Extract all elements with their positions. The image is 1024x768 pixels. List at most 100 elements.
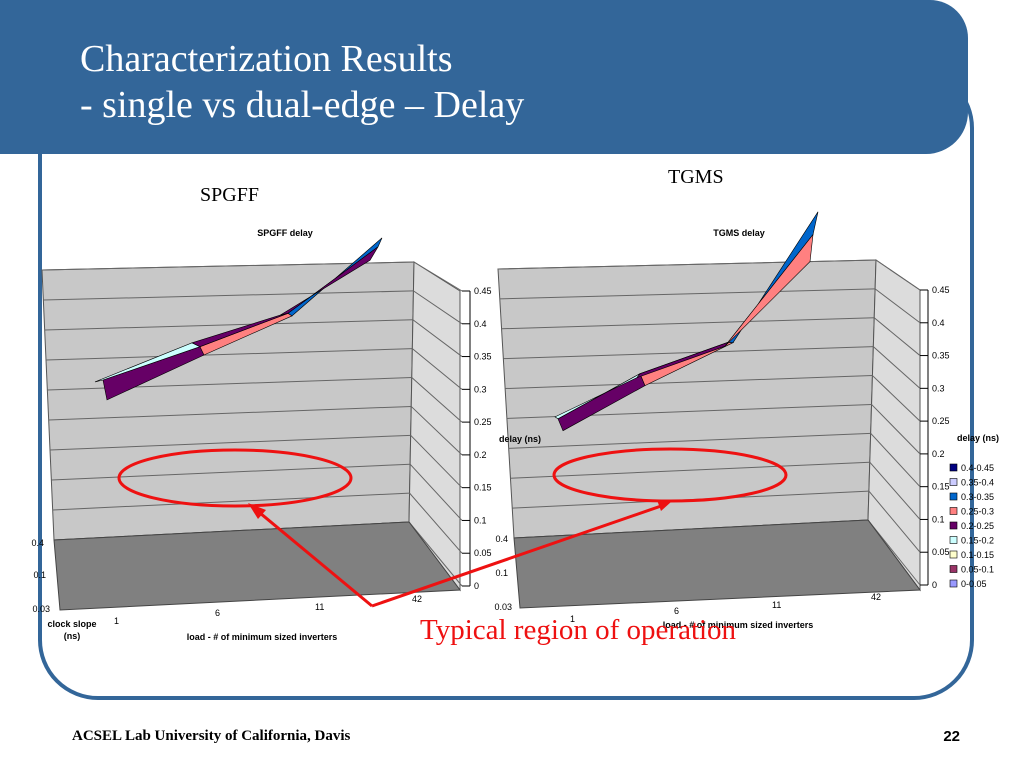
legend-item-label: 0.4-0.45 [961, 463, 994, 473]
surface-cell [724, 233, 814, 347]
callout-arrowhead-right [657, 500, 671, 511]
z-tick-label: 0.25 [932, 416, 950, 426]
title-banner [0, 0, 968, 154]
z-tick-label: 0.4 [932, 318, 945, 328]
z-gridline-side [412, 319, 463, 357]
legend-item-label: 0.3-0.35 [961, 492, 994, 502]
legend-item-label: 0.2-0.25 [961, 521, 994, 531]
tgms-chart-label: TGMS [668, 166, 724, 188]
z-gridline-side [872, 375, 921, 422]
legend-title: delay (ns) [957, 433, 999, 443]
legend-swatch [949, 579, 958, 588]
z-tick-label: 0.05 [474, 548, 492, 558]
x-tick-label: 42 [412, 594, 422, 604]
callout-arrow-left [253, 506, 373, 608]
callout-arrow-right [371, 503, 665, 608]
z-tick-label: 0.15 [474, 483, 492, 493]
slide-title-line2: - single vs dual-edge – Delay [80, 84, 525, 126]
z-tick-label: 0.05 [932, 547, 950, 557]
z-gridline [41, 261, 415, 271]
z-gridline-side [410, 434, 463, 489]
chart-title: TGMS delay [713, 228, 765, 238]
z-gridline-side [413, 261, 463, 292]
z-gridline-side [873, 346, 921, 389]
legend-swatch [949, 507, 958, 515]
legend-swatch [949, 521, 958, 530]
z-gridline [510, 461, 870, 479]
legend-swatch [949, 536, 958, 544]
z-gridline [505, 375, 873, 390]
z-tick-label: 0.15 [932, 482, 950, 492]
y-tick-label: 0.1 [495, 568, 508, 578]
z-gridline-side [413, 290, 463, 325]
chart-title: SPGFF delay [257, 228, 313, 238]
y-tick-label: 0.4 [31, 538, 44, 548]
x-axis-title: load - # of minimum sized inverters [187, 632, 338, 642]
z-gridline-side [874, 288, 921, 324]
chart-back-wall [41, 261, 415, 541]
z-gridline-side [409, 463, 463, 521]
z-gridline [43, 290, 414, 301]
z-gridline [499, 288, 876, 300]
z-gridline [497, 259, 877, 270]
z-gridline [48, 405, 412, 421]
z-gridline [45, 348, 413, 361]
legend-swatch [949, 550, 958, 559]
x-axis-title: load - # of minimum sized inverters [663, 620, 814, 630]
x-tick-label: 11 [772, 600, 781, 610]
surface-cell [279, 246, 379, 316]
z-tick-label: 0.45 [932, 285, 950, 295]
z-gridline [503, 346, 874, 360]
legend-item-label: 0.35-0.4 [961, 478, 994, 488]
slide-title-line1: Characterization Results [80, 38, 453, 80]
y-axis-title: (ns) [64, 631, 81, 641]
page-number: 22 [943, 728, 960, 745]
z-tick-label: 0.45 [474, 286, 492, 296]
legend-item-label: 0.1-0.15 [961, 550, 994, 560]
legend-swatch [949, 478, 958, 486]
z-gridline-side [871, 404, 921, 455]
chart-floor [53, 521, 461, 611]
z-tick-label: 0.1 [932, 514, 945, 524]
z-gridline [501, 317, 875, 330]
legend-item-label: 0.05-0.1 [961, 565, 994, 575]
legend-item-label: 0.25-0.3 [961, 507, 994, 517]
z-gridline-side [410, 406, 463, 456]
y-tick-label: 0.03 [494, 602, 512, 612]
x-tick-label: 1 [114, 616, 119, 626]
z-gridline-side [408, 521, 463, 587]
z-gridline-side [409, 492, 463, 554]
z-tick-label: 0.4 [474, 319, 487, 329]
y-tick-label: 0.1 [33, 570, 46, 580]
x-tick-label: 11 [315, 602, 324, 612]
y-tick-label: 0.4 [495, 534, 508, 544]
z-tick-label: 0.35 [474, 352, 492, 362]
region-ellipse-left [117, 448, 353, 508]
legend-swatch [949, 492, 958, 501]
legend-item-label: 0.15-0.2 [961, 536, 994, 546]
legend-swatch [949, 463, 958, 472]
legend-item-label: 0-0.05 [961, 579, 987, 589]
z-gridline [44, 319, 413, 331]
z-gridline-side [870, 432, 921, 488]
z-gridline [51, 463, 411, 481]
chart-floor [513, 519, 921, 609]
y-axis-title: clock slope [47, 619, 96, 629]
callout-arrowhead-left [248, 503, 266, 519]
z-tick-label: 0 [932, 580, 937, 590]
slide-title: Characterization Results - single vs dua… [80, 36, 524, 128]
z-tick-label: 0.1 [474, 515, 487, 525]
z-gridline [49, 434, 411, 451]
z-tick-label: 0.2 [932, 449, 945, 459]
z-tick-label: 0.3 [474, 384, 487, 394]
x-tick-label: 1 [570, 614, 575, 624]
z-tick-label: 0.25 [474, 417, 492, 427]
z-gridline [52, 492, 410, 511]
x-tick-label: 6 [215, 608, 220, 618]
z-gridline-side [868, 490, 921, 553]
z-tick-label: 0.2 [474, 450, 487, 460]
z-gridline-side [875, 259, 921, 291]
footer-lab: ACSEL Lab University of California, Davi… [72, 728, 351, 744]
z-gridline-side [411, 377, 463, 423]
